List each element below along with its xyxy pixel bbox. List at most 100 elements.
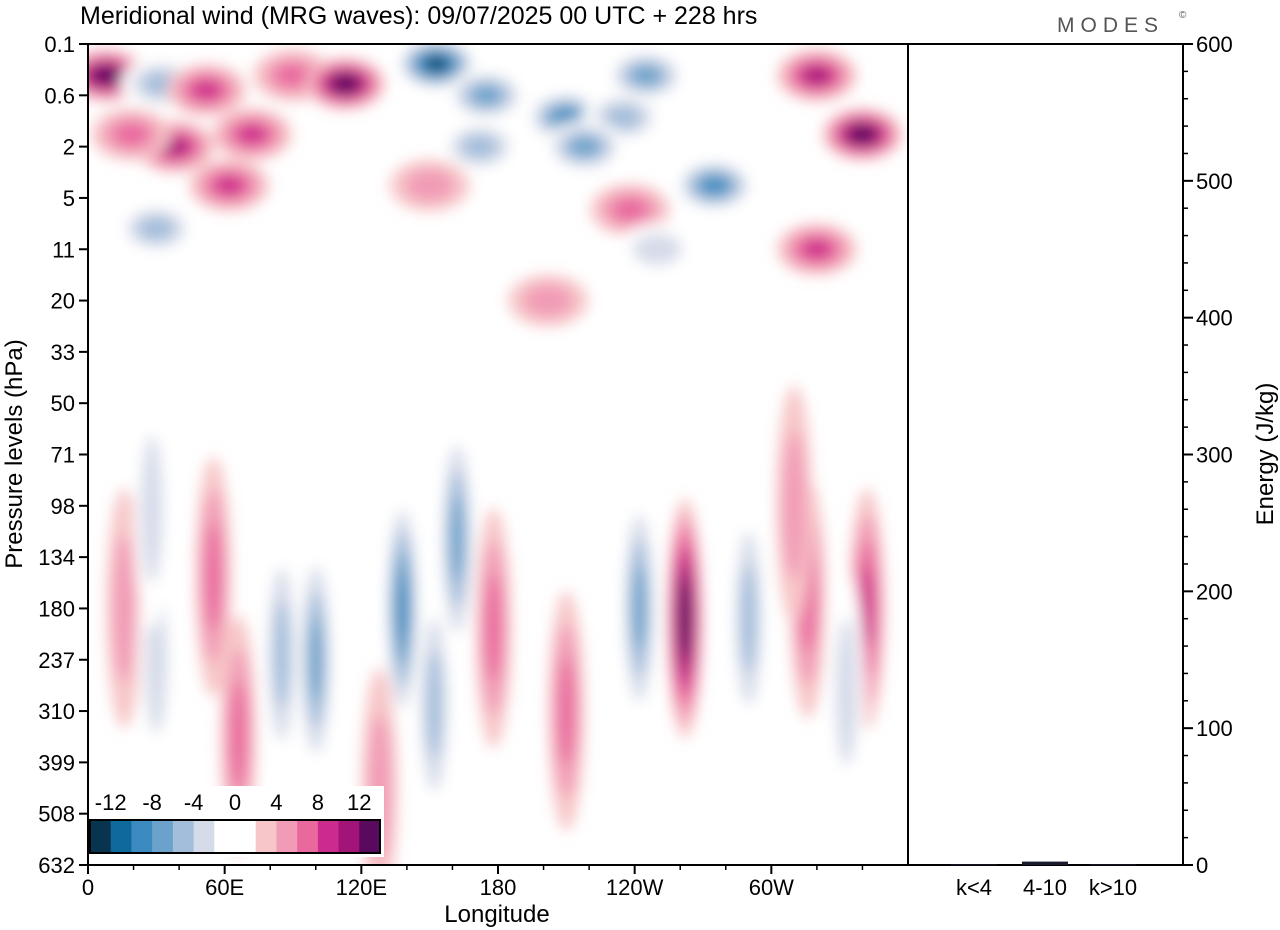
colorbar-tick-label: 12 [347, 790, 371, 815]
heatmap-cell [570, 137, 599, 156]
energy-axis-label: Energy (J/kg) [1252, 383, 1279, 526]
y-tick-label: 20 [51, 289, 75, 314]
energy-bar [951, 864, 997, 866]
colorbar-tick-label: 4 [270, 790, 282, 815]
y-tick-label: 180 [38, 596, 75, 621]
energy-tick-label: 0 [1196, 853, 1208, 878]
heatmap-feature [544, 120, 625, 173]
brand-logo: MODES [1057, 14, 1164, 37]
colorbar-swatch [172, 820, 195, 853]
heatmap-cell [703, 178, 726, 193]
heatmap-feature [439, 419, 475, 659]
heatmap-cell [632, 233, 683, 266]
x-tick-label: 180 [480, 875, 517, 900]
heatmap-cell [632, 566, 646, 651]
heatmap-feature [439, 120, 520, 173]
heatmap-cell [138, 216, 175, 241]
y-tick-label: 33 [51, 340, 75, 365]
y-tick-label: 399 [38, 750, 75, 775]
colorbar-tick-label: 8 [312, 790, 324, 815]
heatmap-cell [554, 109, 578, 125]
y-tick-label: 98 [51, 494, 75, 519]
energy-tick-label: 500 [1196, 169, 1233, 194]
y-tick-label: 632 [38, 853, 75, 878]
heatmap-feature [416, 584, 453, 825]
y-tick-label: 134 [38, 545, 75, 570]
heatmap-feature [446, 69, 527, 122]
y-tick-label: 5 [63, 186, 75, 211]
colorbar-swatch [90, 820, 112, 853]
heatmap-feature [305, 57, 386, 110]
colorbar-tick-label: -8 [142, 790, 162, 815]
y-tick-label: 508 [38, 802, 75, 827]
heatmap-feature [548, 591, 585, 832]
colorbar-swatch [276, 820, 298, 853]
x-tick-label: 120E [336, 875, 387, 900]
heatmap-feature [822, 108, 903, 161]
x-tick-label: 60E [205, 875, 244, 900]
x-tick-label: 120W [606, 875, 664, 900]
heatmap-cell [805, 68, 829, 83]
heatmap-feature [617, 223, 698, 276]
heatmap-cell [803, 240, 831, 259]
heatmap-feature [475, 508, 512, 749]
heatmap-feature [776, 49, 857, 102]
brand-mark: © [1179, 10, 1187, 21]
energy-tick-label: 300 [1196, 443, 1233, 468]
heatmap-cell [426, 651, 443, 759]
heatmap-feature [212, 108, 292, 161]
heatmap-cell [215, 176, 244, 195]
x-tick-label: 60W [749, 875, 794, 900]
heatmap-cell [681, 593, 689, 644]
heatmap-cell [97, 70, 115, 81]
heatmap-cell [450, 497, 464, 581]
heatmap-feature [389, 159, 470, 212]
heatmap-feature [828, 571, 865, 812]
heatmap-cell [273, 600, 290, 708]
colorbar-swatch [131, 820, 153, 853]
heatmap-cell [428, 58, 445, 70]
heatmap-cell [113, 122, 150, 146]
chart-title: Meridional wind (MRG waves): 09/07/2025 … [80, 2, 757, 30]
colorbar-swatch [338, 820, 360, 853]
y-tick-label: 11 [52, 237, 75, 262]
heatmap-feature [297, 539, 334, 780]
y-tick-label: 50 [51, 391, 75, 416]
heatmap-cell [558, 657, 575, 765]
y-tick-label: 71 [51, 443, 75, 468]
heatmap-feature [195, 456, 232, 697]
heatmap-feature [384, 488, 421, 729]
heatmap-cell [835, 617, 858, 766]
y-tick-label: 237 [38, 648, 75, 673]
heatmap-cell [140, 435, 163, 583]
heatmap-feature [621, 488, 658, 729]
colorbar-tick-label: -12 [95, 790, 127, 815]
colorbar-tick-label: 0 [229, 790, 241, 815]
heatmap-feature [91, 108, 172, 161]
y-axis-label: Pressure levels (hPa) [1, 339, 28, 568]
colorbar: -12 -8 -4 0 4 8 12 [86, 786, 384, 857]
heatmap-cell [632, 66, 660, 85]
colorbar-swatch [297, 820, 319, 853]
heatmap-cell [472, 86, 501, 105]
colorbar-swatch [193, 820, 215, 853]
x-axis-label: Longitude [444, 901, 549, 928]
heatmap-cell [192, 81, 221, 100]
heatmap-cell [462, 135, 498, 159]
heatmap-feature [776, 223, 857, 276]
heatmap-feature [606, 49, 687, 102]
colorbar-frame [89, 819, 381, 854]
heatmap-feature [166, 64, 247, 117]
heatmap-cell [605, 105, 642, 129]
energy-tick-label: 100 [1196, 716, 1233, 741]
heatmap-feature [730, 498, 767, 739]
energy-bar [1022, 861, 1068, 865]
energy-category-label: k<4 [956, 875, 992, 900]
x-tick-label: 0 [82, 875, 94, 900]
energy-bars: k<4 4-10 k>10 [951, 861, 1137, 900]
heatmap-cell [405, 169, 455, 202]
energy-tick-label: 200 [1196, 579, 1233, 604]
heatmap-cell [113, 534, 136, 683]
colorbar-swatch [317, 820, 340, 853]
